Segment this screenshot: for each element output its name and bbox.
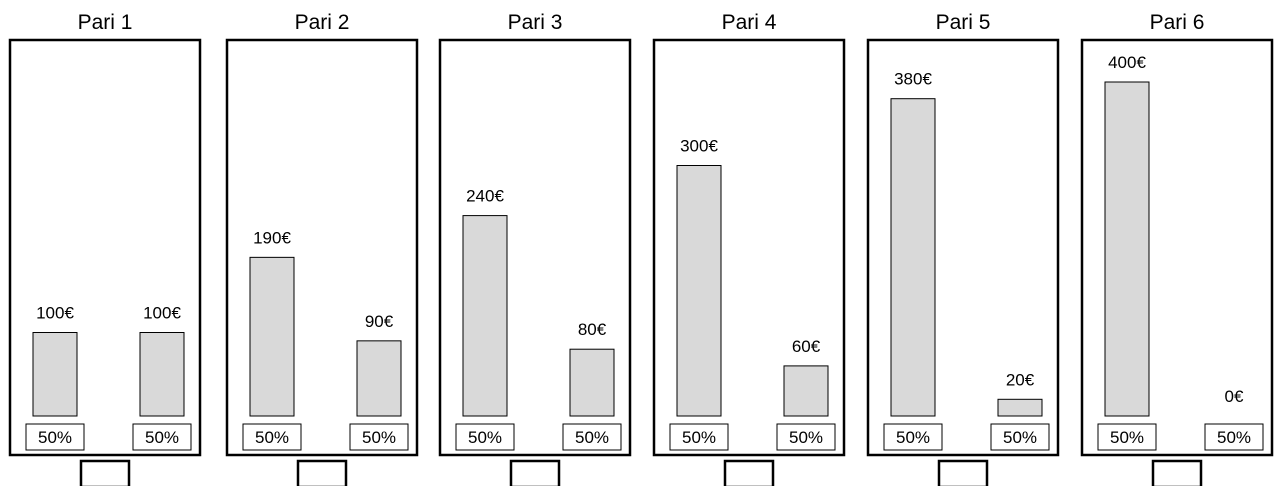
percent-label-5-1: 50%	[896, 428, 930, 447]
bottom-box-1	[79, 459, 131, 486]
bottom-box-2	[296, 459, 348, 486]
bar-value-label-1-2: 100€	[143, 304, 181, 323]
panel-title-6: Pari 6	[1150, 11, 1205, 34]
percent-box-5-2	[990, 423, 1050, 451]
panel-frame-2	[225, 38, 419, 457]
bar-value-label-3-1: 240€	[466, 187, 504, 206]
panel-title-4: Pari 4	[722, 11, 777, 34]
percent-box-5-1	[883, 423, 943, 451]
bar-value-label-4-1: 300€	[680, 137, 718, 156]
panel-frame-1	[8, 38, 202, 457]
percent-box-1-1	[25, 423, 85, 451]
bar-5-2	[997, 398, 1043, 417]
percent-box-2-2	[349, 423, 409, 451]
panel-frame-6	[1080, 38, 1274, 457]
bar-value-label-4-2: 60€	[792, 337, 821, 356]
percent-box-4-2	[776, 423, 836, 451]
panel-title-2: Pari 2	[295, 11, 350, 34]
bar-1-1	[32, 332, 78, 417]
bar-4-1	[676, 165, 722, 417]
bar-value-label-2-2: 90€	[365, 312, 394, 331]
percent-box-6-2	[1204, 423, 1264, 451]
bottom-box-5	[937, 459, 989, 486]
percent-label-2-1: 50%	[255, 428, 289, 447]
percent-label-4-1: 50%	[682, 428, 716, 447]
panel-frame-3	[438, 38, 632, 457]
percent-box-3-2	[562, 423, 622, 451]
panel-title-3: Pari 3	[508, 11, 563, 34]
bar-value-label-6-1: 400€	[1108, 53, 1146, 72]
percent-label-4-2: 50%	[789, 428, 823, 447]
panel-title-5: Pari 5	[936, 11, 991, 34]
percent-label-1-1: 50%	[38, 428, 72, 447]
bottom-box-3	[509, 459, 561, 486]
panel-frame-5	[866, 38, 1060, 457]
percent-label-3-2: 50%	[575, 428, 609, 447]
bar-value-label-5-2: 20€	[1006, 370, 1035, 389]
percent-box-1-2	[132, 423, 192, 451]
percent-label-3-1: 50%	[468, 428, 502, 447]
percent-box-3-1	[455, 423, 515, 451]
bar-1-2	[139, 332, 185, 417]
percent-label-2-2: 50%	[362, 428, 396, 447]
bar-value-label-5-1: 380€	[894, 70, 932, 89]
bottom-box-6	[1151, 459, 1203, 486]
percent-label-5-2: 50%	[1003, 428, 1037, 447]
bar-value-label-2-1: 190€	[253, 228, 291, 247]
bar-value-label-6-2: 0€	[1225, 387, 1244, 406]
percent-box-2-1	[242, 423, 302, 451]
panel-title-1: Pari 1	[78, 11, 133, 34]
bottom-box-4	[723, 459, 775, 486]
percent-box-4-1	[669, 423, 729, 451]
bar-3-1	[462, 215, 508, 417]
bar-2-1	[249, 256, 295, 417]
percent-label-6-2: 50%	[1217, 428, 1251, 447]
panel-frame-4	[652, 38, 846, 457]
percent-label-1-2: 50%	[145, 428, 179, 447]
bar-4-2	[783, 365, 829, 417]
percent-box-6-1	[1097, 423, 1157, 451]
bar-6-1	[1104, 81, 1150, 417]
bar-2-2	[356, 340, 402, 417]
bar-value-label-1-1: 100€	[36, 304, 74, 323]
bar-5-1	[890, 98, 936, 417]
percent-label-6-1: 50%	[1110, 428, 1144, 447]
bar-value-label-3-2: 80€	[578, 320, 607, 339]
bar-3-2	[569, 348, 615, 417]
